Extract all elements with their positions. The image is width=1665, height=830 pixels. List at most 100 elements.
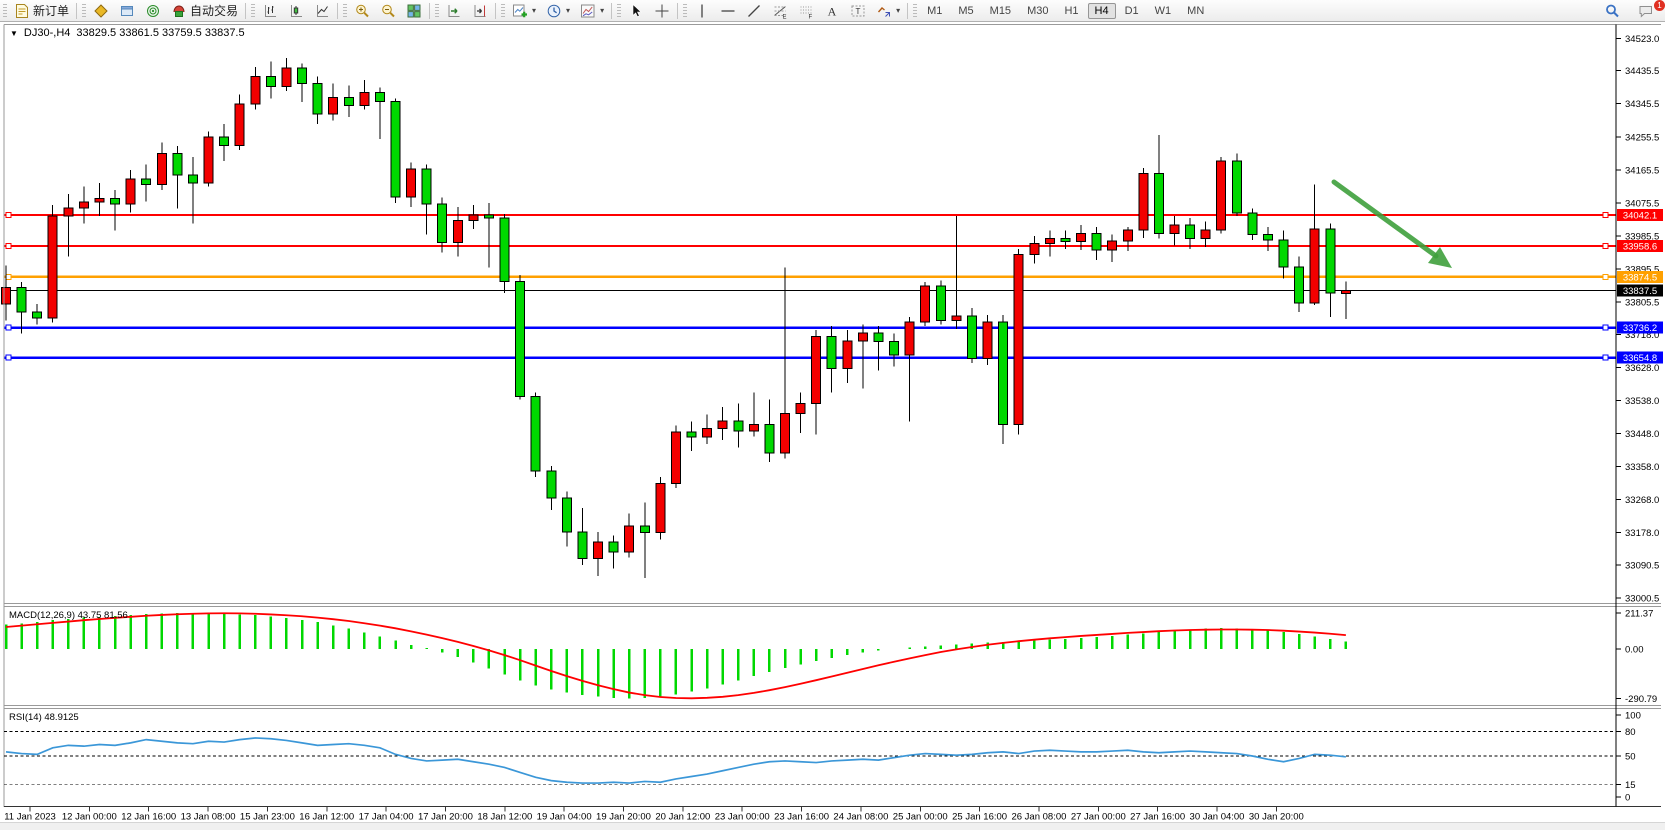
toolbar-group: E F A T ▾ (680, 0, 905, 21)
toolbar-grip[interactable] (617, 3, 622, 18)
timeframe-MN-button[interactable]: MN (1187, 4, 1205, 17)
timeframe-M15-button[interactable]: M15 (989, 4, 1012, 17)
toolbar-grip[interactable] (913, 3, 918, 18)
time-tick-label: 11 Jan 2023 (4, 812, 56, 823)
rsi-panel (4, 731, 1616, 786)
zoom-in-button[interactable] (349, 1, 375, 21)
price-tick-label: 33628.0 (1625, 363, 1659, 374)
trendline-button[interactable] (741, 1, 767, 21)
time-axis[interactable]: 11 Jan 2023 12 Jan 00:00 12 Jan 16:00 13 Ja… (4, 806, 1304, 823)
toolbar-grip[interactable] (3, 3, 7, 18)
timeframe-D1-button[interactable]: D1 (1124, 4, 1139, 17)
time-tick-label: 13 Jan 08:00 (181, 812, 236, 823)
candle (561, 491, 572, 547)
macd-tick-label: -290.79 (1625, 694, 1657, 705)
candle (577, 508, 588, 566)
horizontal-price-line[interactable] (4, 324, 1616, 331)
add-indicator-button[interactable]: ▾ (507, 1, 541, 21)
crosshair-icon (655, 4, 669, 17)
rsi-tick-label: 80 (1625, 727, 1636, 738)
search-button[interactable] (1599, 1, 1625, 21)
chat-button[interactable]: 1 (1633, 0, 1665, 21)
vertical-line-button[interactable] (689, 1, 715, 21)
horizontal-price-line[interactable] (4, 354, 1616, 361)
time-tick-label: 17 Jan 04:00 (359, 812, 414, 823)
new-order-icon (16, 3, 28, 18)
text-label-button[interactable]: T (845, 1, 871, 21)
candle (1153, 135, 1164, 239)
timeframe-M30-button[interactable]: M30 (1027, 4, 1049, 17)
time-tick-label: 12 Jan 16:00 (121, 812, 176, 823)
timeframe-M5-button[interactable]: M5 (958, 4, 974, 17)
grid-f-button[interactable]: F (793, 1, 819, 21)
time-tick-label: 27 Jan 16:00 (1130, 812, 1185, 823)
rsi-tick-label: 15 (1625, 780, 1636, 791)
text-icon: A (828, 4, 837, 18)
timeframe-H1-button[interactable]: H1 (1064, 4, 1079, 17)
timeframe-M1-button[interactable]: M1 (927, 4, 943, 17)
auto-trading-button[interactable]: 自动交易 (166, 0, 243, 21)
crosshair-button[interactable] (649, 1, 675, 21)
price-line-badge: 33874.5 (1617, 270, 1663, 283)
chevron-down-icon[interactable]: ▾ (896, 6, 901, 15)
toolbar-right: 1 (1599, 0, 1665, 21)
toolbar-grip[interactable] (82, 3, 87, 18)
price-line-badge: 33837.5 (1617, 284, 1663, 297)
macd-tick-label: 211.37 (1625, 609, 1653, 620)
svg-text:33837.5: 33837.5 (1623, 286, 1657, 297)
candle (1247, 208, 1258, 240)
new-order-button[interactable]: 新订单 (9, 0, 74, 21)
price-tick-label: 33268.0 (1625, 495, 1659, 506)
toolbar-separator (337, 2, 339, 19)
toolbar-group (614, 0, 675, 21)
toolbar-grip[interactable] (251, 3, 256, 18)
chevron-down-icon[interactable]: ▾ (600, 6, 605, 15)
toolbar-grip[interactable] (501, 3, 506, 18)
toolbar-grip[interactable] (343, 3, 348, 18)
macd-indicator-label: MACD(12,26,9) 43.75 81.56 (9, 610, 128, 621)
ohlc-bars-button[interactable] (257, 1, 283, 21)
horizontal-price-line[interactable] (4, 212, 1616, 219)
market-watch-button[interactable] (88, 1, 114, 21)
candle (1340, 281, 1351, 320)
price-axis[interactable]: 34523.0 34435.5 34345.5 34255.5 34165.5 34075… (1616, 34, 1663, 804)
horizontal-line-button[interactable] (715, 1, 741, 21)
market-watch-icon (94, 3, 108, 18)
toolbar-grip[interactable] (435, 3, 440, 18)
arrow-objects-button[interactable]: ▾ (871, 1, 905, 21)
toolbar-grip[interactable] (683, 3, 688, 18)
chevron-down-icon[interactable]: ▾ (566, 6, 571, 15)
notification-badge: 1 (1654, 0, 1665, 11)
candle (1013, 249, 1024, 435)
candle (608, 535, 619, 569)
template-button[interactable]: ▾ (575, 1, 609, 21)
cursor-button[interactable] (623, 1, 649, 21)
candlestick-button[interactable] (283, 1, 309, 21)
fibonacci-button[interactable]: E (767, 1, 793, 21)
toolbar-group: 自动交易 (79, 0, 243, 21)
timeframe-H4-button[interactable]: H4 (1087, 2, 1116, 19)
candle (219, 124, 230, 161)
candle (982, 315, 993, 365)
chart-canvas[interactable]: 34523.0 34435.5 34345.5 34255.5 34165.5 34075… (0, 22, 1665, 822)
down-arrow-annotation[interactable] (1331, 179, 1452, 268)
collapse-triangle-icon[interactable]: ▼ (10, 28, 18, 38)
timeframe-W1-button[interactable]: W1 (1154, 4, 1172, 17)
zoom-out-button[interactable] (375, 1, 401, 21)
candle (452, 206, 463, 257)
text-button[interactable]: A (819, 1, 845, 21)
line-chart-button[interactable] (309, 1, 335, 21)
candle (889, 333, 900, 367)
tile-windows-button[interactable] (401, 1, 427, 21)
chevron-down-icon[interactable]: ▾ (532, 6, 537, 15)
auto-scroll-button[interactable] (441, 1, 467, 21)
period-clock-button[interactable]: ▾ (541, 1, 575, 21)
horizontal-price-line[interactable] (4, 242, 1616, 249)
data-window-button[interactable] (114, 1, 140, 21)
candle (764, 399, 775, 463)
navigator-button[interactable] (140, 1, 166, 21)
chart-shift-button[interactable] (467, 1, 493, 21)
price-tick-label: 34255.5 (1625, 132, 1659, 143)
candle (670, 425, 681, 488)
